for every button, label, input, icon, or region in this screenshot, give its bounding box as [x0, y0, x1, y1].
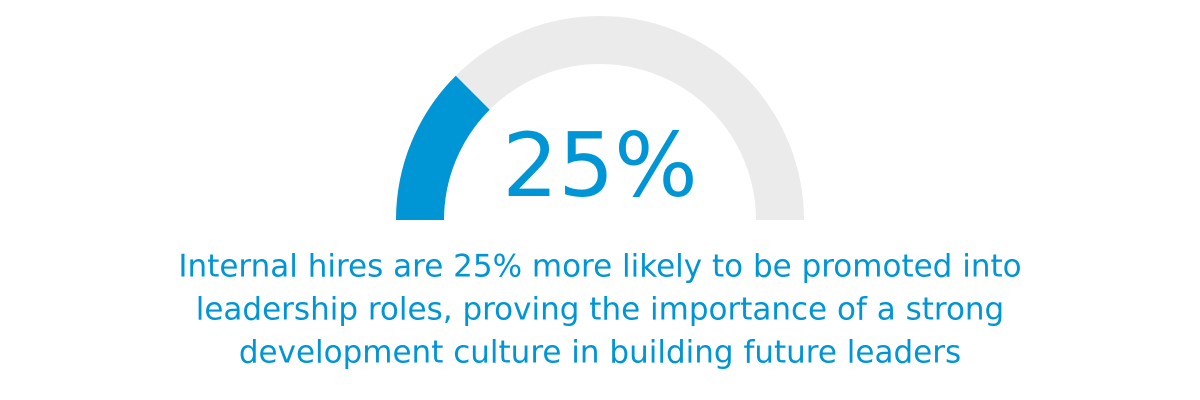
gauge-value	[396, 75, 491, 221]
caption-line: development culture in building future l…	[239, 335, 961, 371]
value-label: 25%	[502, 114, 698, 217]
caption-line: Internal hires are 25% more likely to be…	[178, 249, 1021, 285]
caption-line: leadership roles, proving the importance…	[196, 292, 1004, 328]
